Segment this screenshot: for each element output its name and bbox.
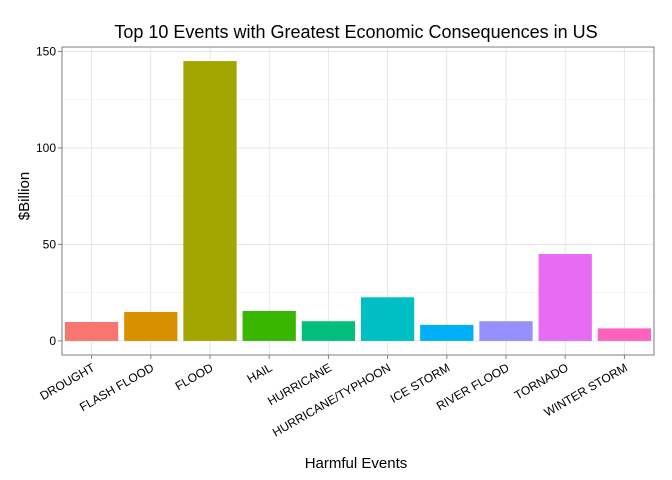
bars bbox=[64, 61, 652, 341]
bar-ice-storm bbox=[420, 324, 474, 341]
bar-flood bbox=[183, 61, 237, 341]
y-tick-label: 100 bbox=[36, 141, 56, 155]
y-axis-ticks: 0 50 100 150 bbox=[36, 44, 62, 348]
bar-hurricane bbox=[301, 321, 356, 341]
plot-panel-border bbox=[61, 46, 655, 356]
bar-tornado bbox=[538, 254, 592, 341]
y-tick-label: 0 bbox=[49, 334, 56, 348]
chart-title: Top 10 Events with Greatest Economic Con… bbox=[114, 22, 597, 42]
y-tick-label: 50 bbox=[43, 237, 57, 251]
bar-drought bbox=[64, 322, 119, 341]
bar-river-flood bbox=[479, 321, 533, 341]
y-axis-title: $Billion bbox=[16, 172, 33, 220]
bar-hurricane-typhoon bbox=[360, 297, 415, 341]
y-tick-label: 150 bbox=[36, 44, 56, 58]
bar-hail bbox=[242, 311, 296, 341]
bar-winter-storm bbox=[597, 328, 652, 341]
x-axis-title: Harmful Events bbox=[305, 455, 408, 472]
bar-flash-flood bbox=[124, 311, 178, 341]
